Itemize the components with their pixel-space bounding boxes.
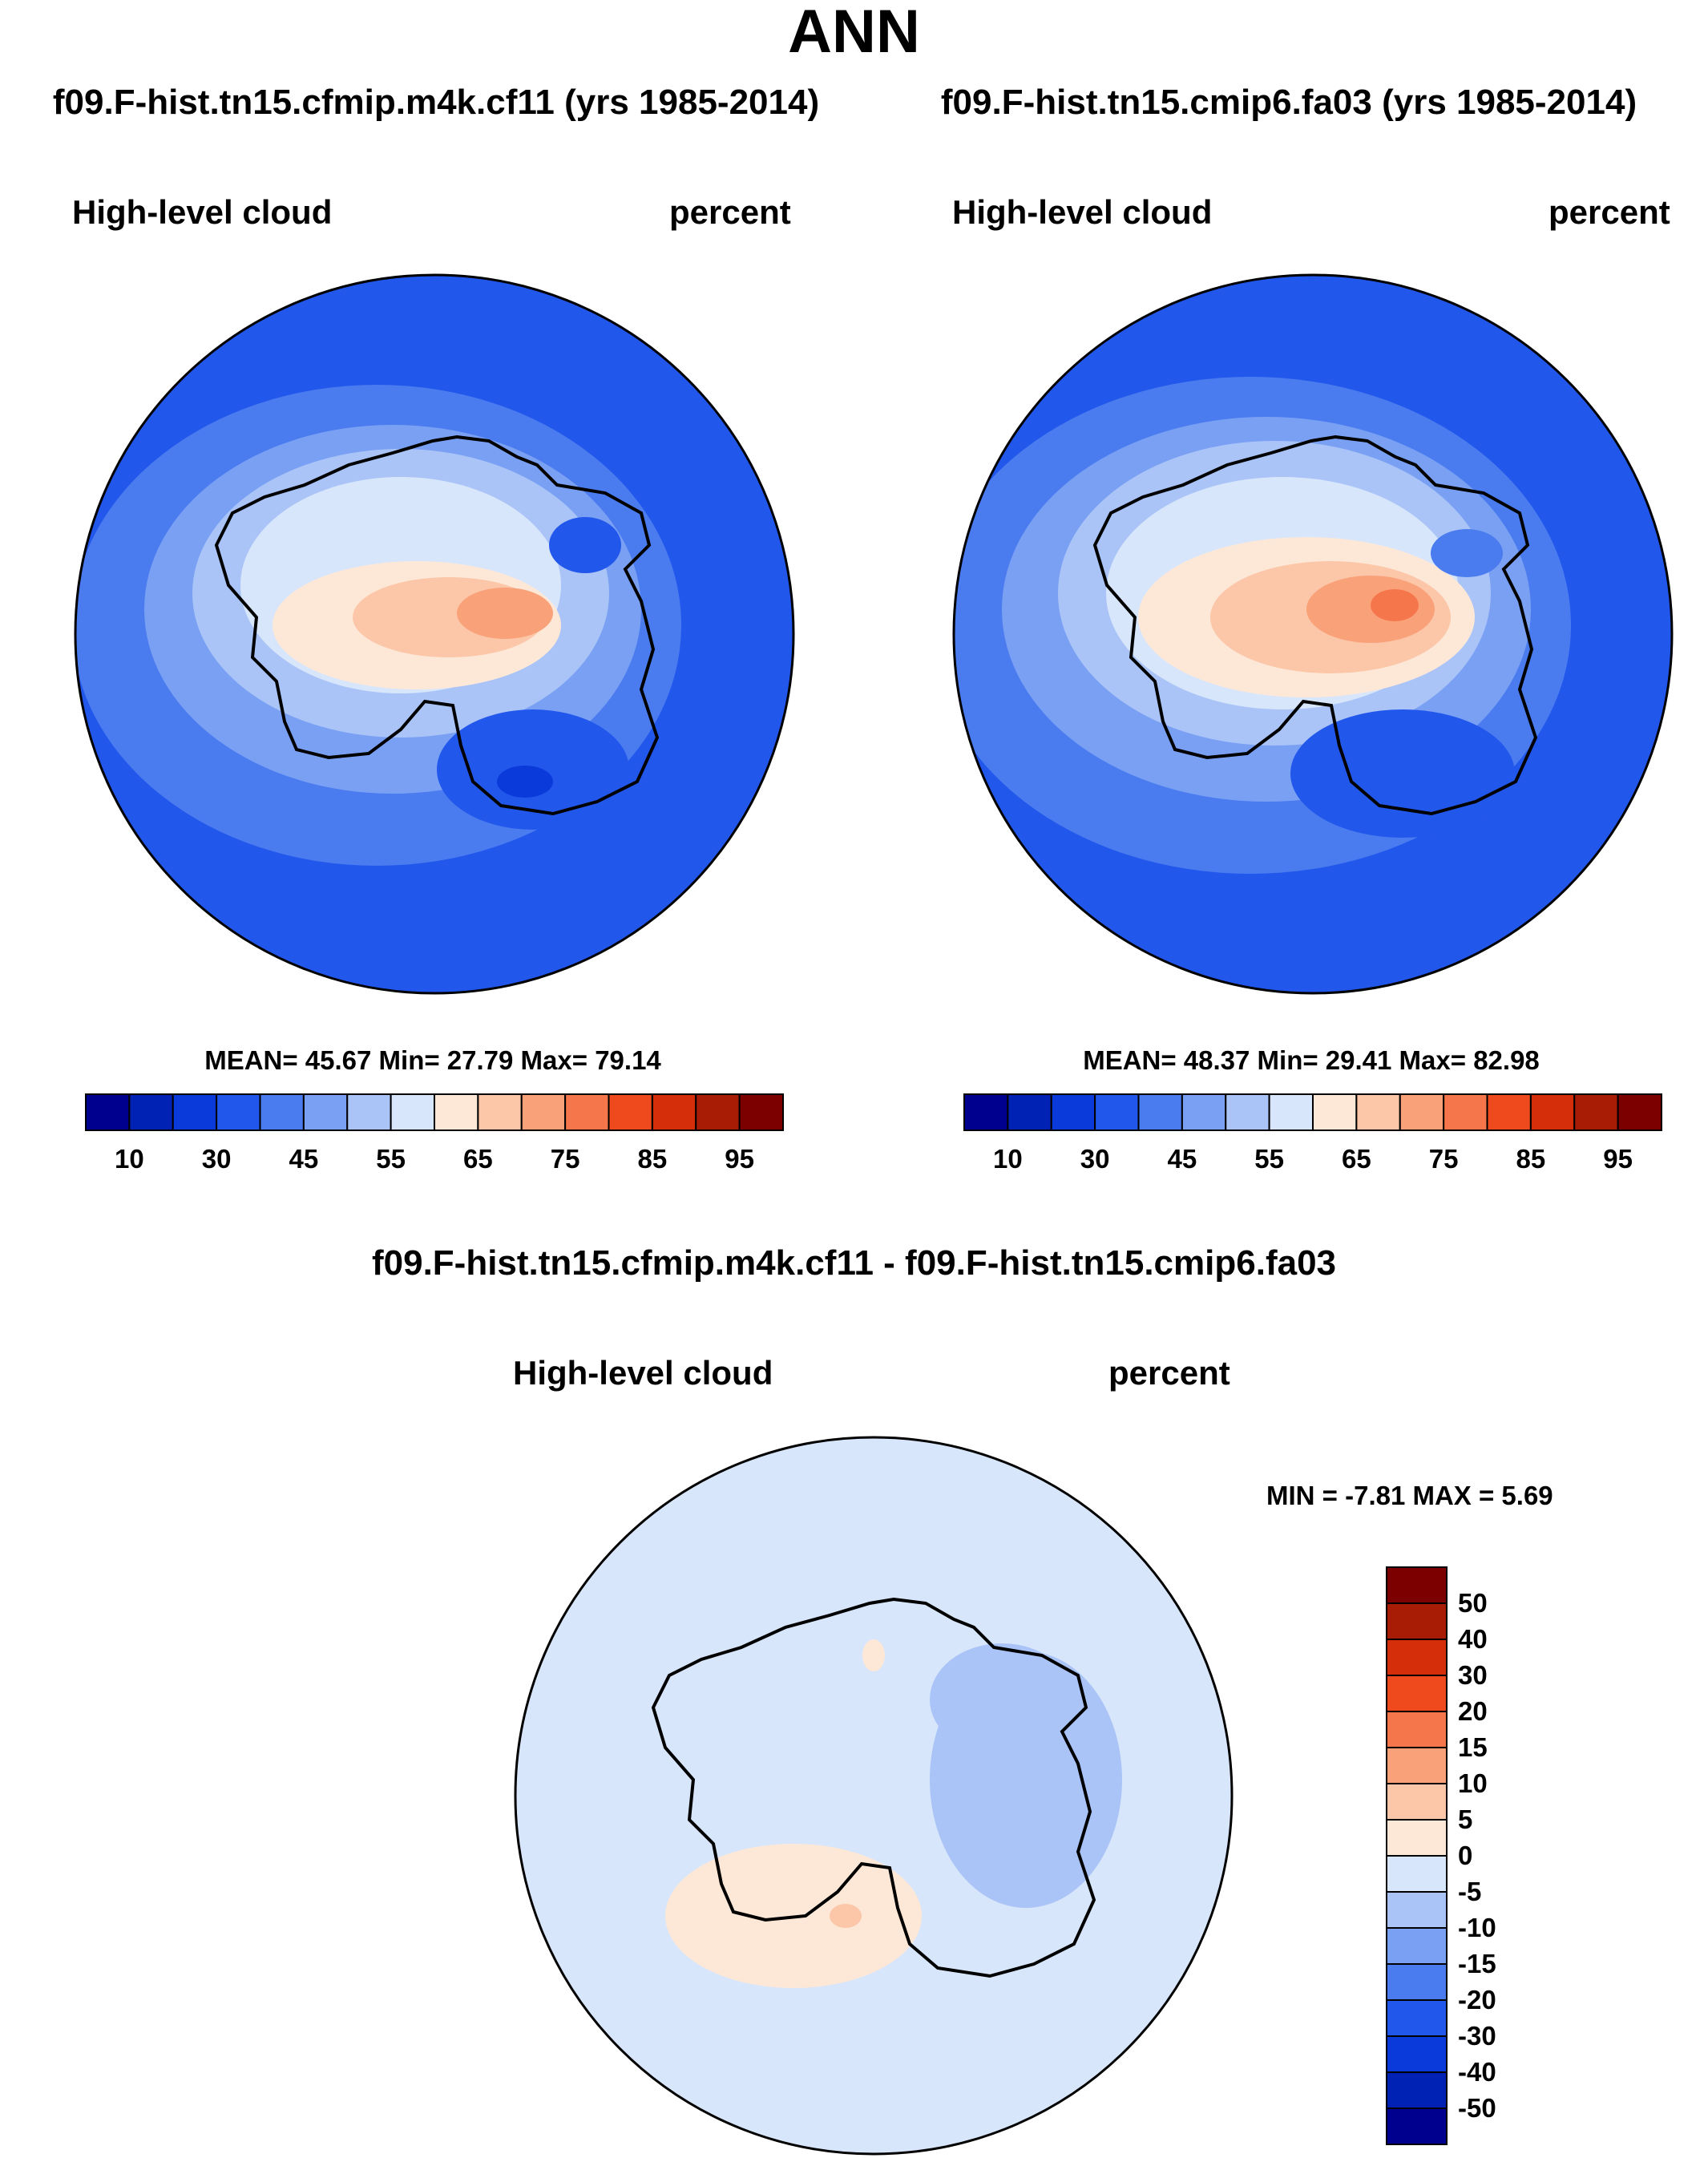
panel2-colorbar-swatch (1573, 1093, 1619, 1131)
diff-colorbar-swatch (1386, 1891, 1448, 1929)
panel1-colorbar-tick-label: 10 (115, 1144, 144, 1174)
panel1-colorbar-tick-label: 55 (376, 1144, 406, 1174)
diff-colorbar-swatch (1386, 1747, 1448, 1784)
diff-colorbar-swatch (1386, 1711, 1448, 1748)
diff-colorbar-tick-label: -10 (1458, 1913, 1496, 1942)
diff-colorbar-tick-label: -50 (1458, 2093, 1496, 2123)
panel2-colorbar-swatch (1268, 1093, 1314, 1131)
diff-colorbar-tick-label: 50 (1458, 1588, 1488, 1618)
panel1-colorbar-swatch (608, 1093, 653, 1131)
panel2-case-title: f09.F-hist.tn15.cmip6.fa03 (yrs 1985-201… (940, 83, 1637, 122)
panel2-stats: MEAN= 48.37 Min= 29.41 Max= 82.98 (1083, 1045, 1540, 1075)
diff-colorbar-swatch (1386, 1927, 1448, 1965)
panel1-map (74, 273, 795, 995)
diff-colorbar-tick-label: -40 (1458, 2057, 1496, 2087)
panel2-colorbar-tick-label: 45 (1167, 1144, 1197, 1174)
diff-colorbar-tick-label: 20 (1458, 1696, 1488, 1726)
panel2-colorbar-tick-label: 65 (1342, 1144, 1371, 1174)
panel2-colorbar-tick-label: 75 (1428, 1144, 1459, 1174)
panel1-units-label: percent (669, 193, 791, 231)
panel1-colorbar-swatch (259, 1093, 305, 1131)
panel2-colorbar-swatch (1225, 1093, 1270, 1131)
diff-colorbar-swatch (1386, 1999, 1448, 2037)
panel1-colorbar-tick-label: 85 (637, 1144, 668, 1174)
diff-colorbar-tick-label: 5 (1458, 1804, 1473, 1834)
diff-colorbar-swatch (1386, 2107, 1448, 2145)
diff-colorbar-swatch (1386, 1566, 1448, 1604)
diff-map (514, 1436, 1234, 2156)
panel2-colorbar-swatch (1181, 1093, 1227, 1131)
panel2-colorbar-swatch (1486, 1093, 1532, 1131)
panel2-colorbar-swatch (1312, 1093, 1358, 1131)
diff-stats: MIN = -7.81 MAX = 5.69 (1266, 1481, 1553, 1510)
panel1-colorbar-swatch (477, 1093, 523, 1131)
panel1-colorbar-swatch (738, 1093, 784, 1131)
diff-colorbar-swatch (1386, 1819, 1448, 1857)
diff-colorbar-tick-label: -15 (1458, 1949, 1496, 1978)
panel1-colorbar-swatch (216, 1093, 261, 1131)
diff-colorbar-swatch (1386, 2071, 1448, 2109)
panel1-colorbar-swatch (434, 1093, 479, 1131)
panel1-variable-label: High-level cloud (72, 193, 333, 231)
panel2-colorbar-swatch (1617, 1093, 1662, 1131)
diff-colorbar-tick-label: -20 (1458, 1985, 1496, 2015)
panel1-colorbar-swatch (651, 1093, 697, 1131)
panel2-variable-label: High-level cloud (952, 193, 1213, 231)
panel2-colorbar-swatch (1529, 1093, 1576, 1131)
panel1-stats: MEAN= 45.67 Min= 27.79 Max= 79.14 (204, 1045, 661, 1075)
diff-colorbar-swatch (1386, 1675, 1448, 1712)
panel1-colorbar-swatch (128, 1093, 174, 1131)
panel2-colorbar (963, 1093, 1662, 1131)
panel1-colorbar-tick-label: 75 (550, 1144, 580, 1174)
panel1-colorbar (85, 1093, 784, 1131)
diff-variable-label: High-level cloud (513, 1354, 773, 1392)
panel2-colorbar-swatch (1050, 1093, 1096, 1131)
panel1-colorbar-tick-label: 30 (201, 1144, 232, 1174)
diff-colorbar-tick-label: 10 (1458, 1768, 1488, 1798)
figure-title: ANN (788, 0, 920, 66)
panel1-colorbar-tick-label: 65 (463, 1144, 493, 1174)
diff-colorbar-swatch (1386, 1783, 1448, 1821)
diff-case-title: f09.F-hist.tn15.cfmip.m4k.cf11 - f09.F-h… (371, 1243, 1337, 1283)
diff-colorbar-tick-label: 40 (1458, 1624, 1488, 1654)
panel1-colorbar-tick-label: 45 (289, 1144, 319, 1174)
panel2-colorbar-swatch (1094, 1093, 1140, 1131)
diff-colorbar-swatch (1386, 1639, 1448, 1676)
diff-colorbar-tick-label: 0 (1458, 1841, 1473, 1870)
panel2-colorbar-tick-label: 30 (1080, 1144, 1110, 1174)
diff-colorbar-swatch (1386, 1963, 1448, 2001)
panel1-colorbar-swatch (564, 1093, 610, 1131)
panel2-map (952, 273, 1674, 995)
panel2-colorbar-swatch (1007, 1093, 1052, 1131)
panel2-units-label: percent (1549, 193, 1670, 231)
diff-units-label: percent (1108, 1354, 1230, 1392)
diff-colorbar-tick-label: -5 (1458, 1877, 1482, 1906)
panel1-colorbar-tick-label: 95 (725, 1144, 754, 1174)
panel1-colorbar-swatch (302, 1093, 349, 1131)
panel2-colorbar-swatch (1355, 1093, 1401, 1131)
diff-colorbar (1386, 1566, 1448, 2145)
panel1-colorbar-swatch (695, 1093, 741, 1131)
diff-colorbar-swatch (1386, 1602, 1448, 1640)
panel2-colorbar-swatch (963, 1093, 1009, 1131)
panel2-colorbar-tick-label: 10 (993, 1144, 1023, 1174)
diff-colorbar-swatch (1386, 2035, 1448, 2073)
panel2-colorbar-swatch (1137, 1093, 1183, 1131)
panel2-colorbar-swatch (1399, 1093, 1445, 1131)
panel2-colorbar-tick-label: 85 (1516, 1144, 1546, 1174)
panel2-colorbar-tick-label: 55 (1254, 1144, 1284, 1174)
panel1-colorbar-swatch (520, 1093, 567, 1131)
panel2-colorbar-tick-label: 95 (1603, 1144, 1633, 1174)
panel1-colorbar-swatch (85, 1093, 131, 1131)
panel1-colorbar-swatch (172, 1093, 218, 1131)
panel1-colorbar-swatch (390, 1093, 435, 1131)
diff-colorbar-tick-label: 30 (1458, 1660, 1488, 1690)
panel2-colorbar-swatch (1443, 1093, 1488, 1131)
panel1-case-title: f09.F-hist.tn15.cfmip.m4k.cf11 (yrs 1985… (52, 83, 820, 122)
diff-colorbar-tick-label: 15 (1458, 1732, 1488, 1762)
diff-colorbar-tick-label: -30 (1458, 2021, 1496, 2051)
panel1-colorbar-swatch (346, 1093, 392, 1131)
diff-colorbar-swatch (1386, 1855, 1448, 1893)
